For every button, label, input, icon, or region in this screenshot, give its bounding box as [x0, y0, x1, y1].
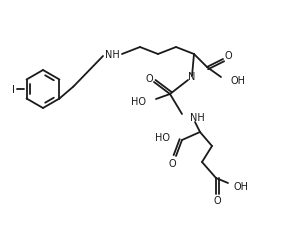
Text: HO: HO — [155, 132, 170, 142]
Text: NH: NH — [190, 113, 205, 122]
Text: O: O — [224, 51, 232, 61]
Text: NH: NH — [105, 50, 119, 60]
Text: O: O — [213, 195, 221, 205]
Text: OH: OH — [231, 76, 246, 86]
Text: N: N — [188, 72, 196, 82]
Text: O: O — [168, 158, 176, 168]
Text: OH: OH — [234, 181, 249, 191]
Text: I: I — [12, 85, 14, 95]
Text: HO: HO — [131, 96, 146, 106]
Text: O: O — [145, 74, 153, 84]
